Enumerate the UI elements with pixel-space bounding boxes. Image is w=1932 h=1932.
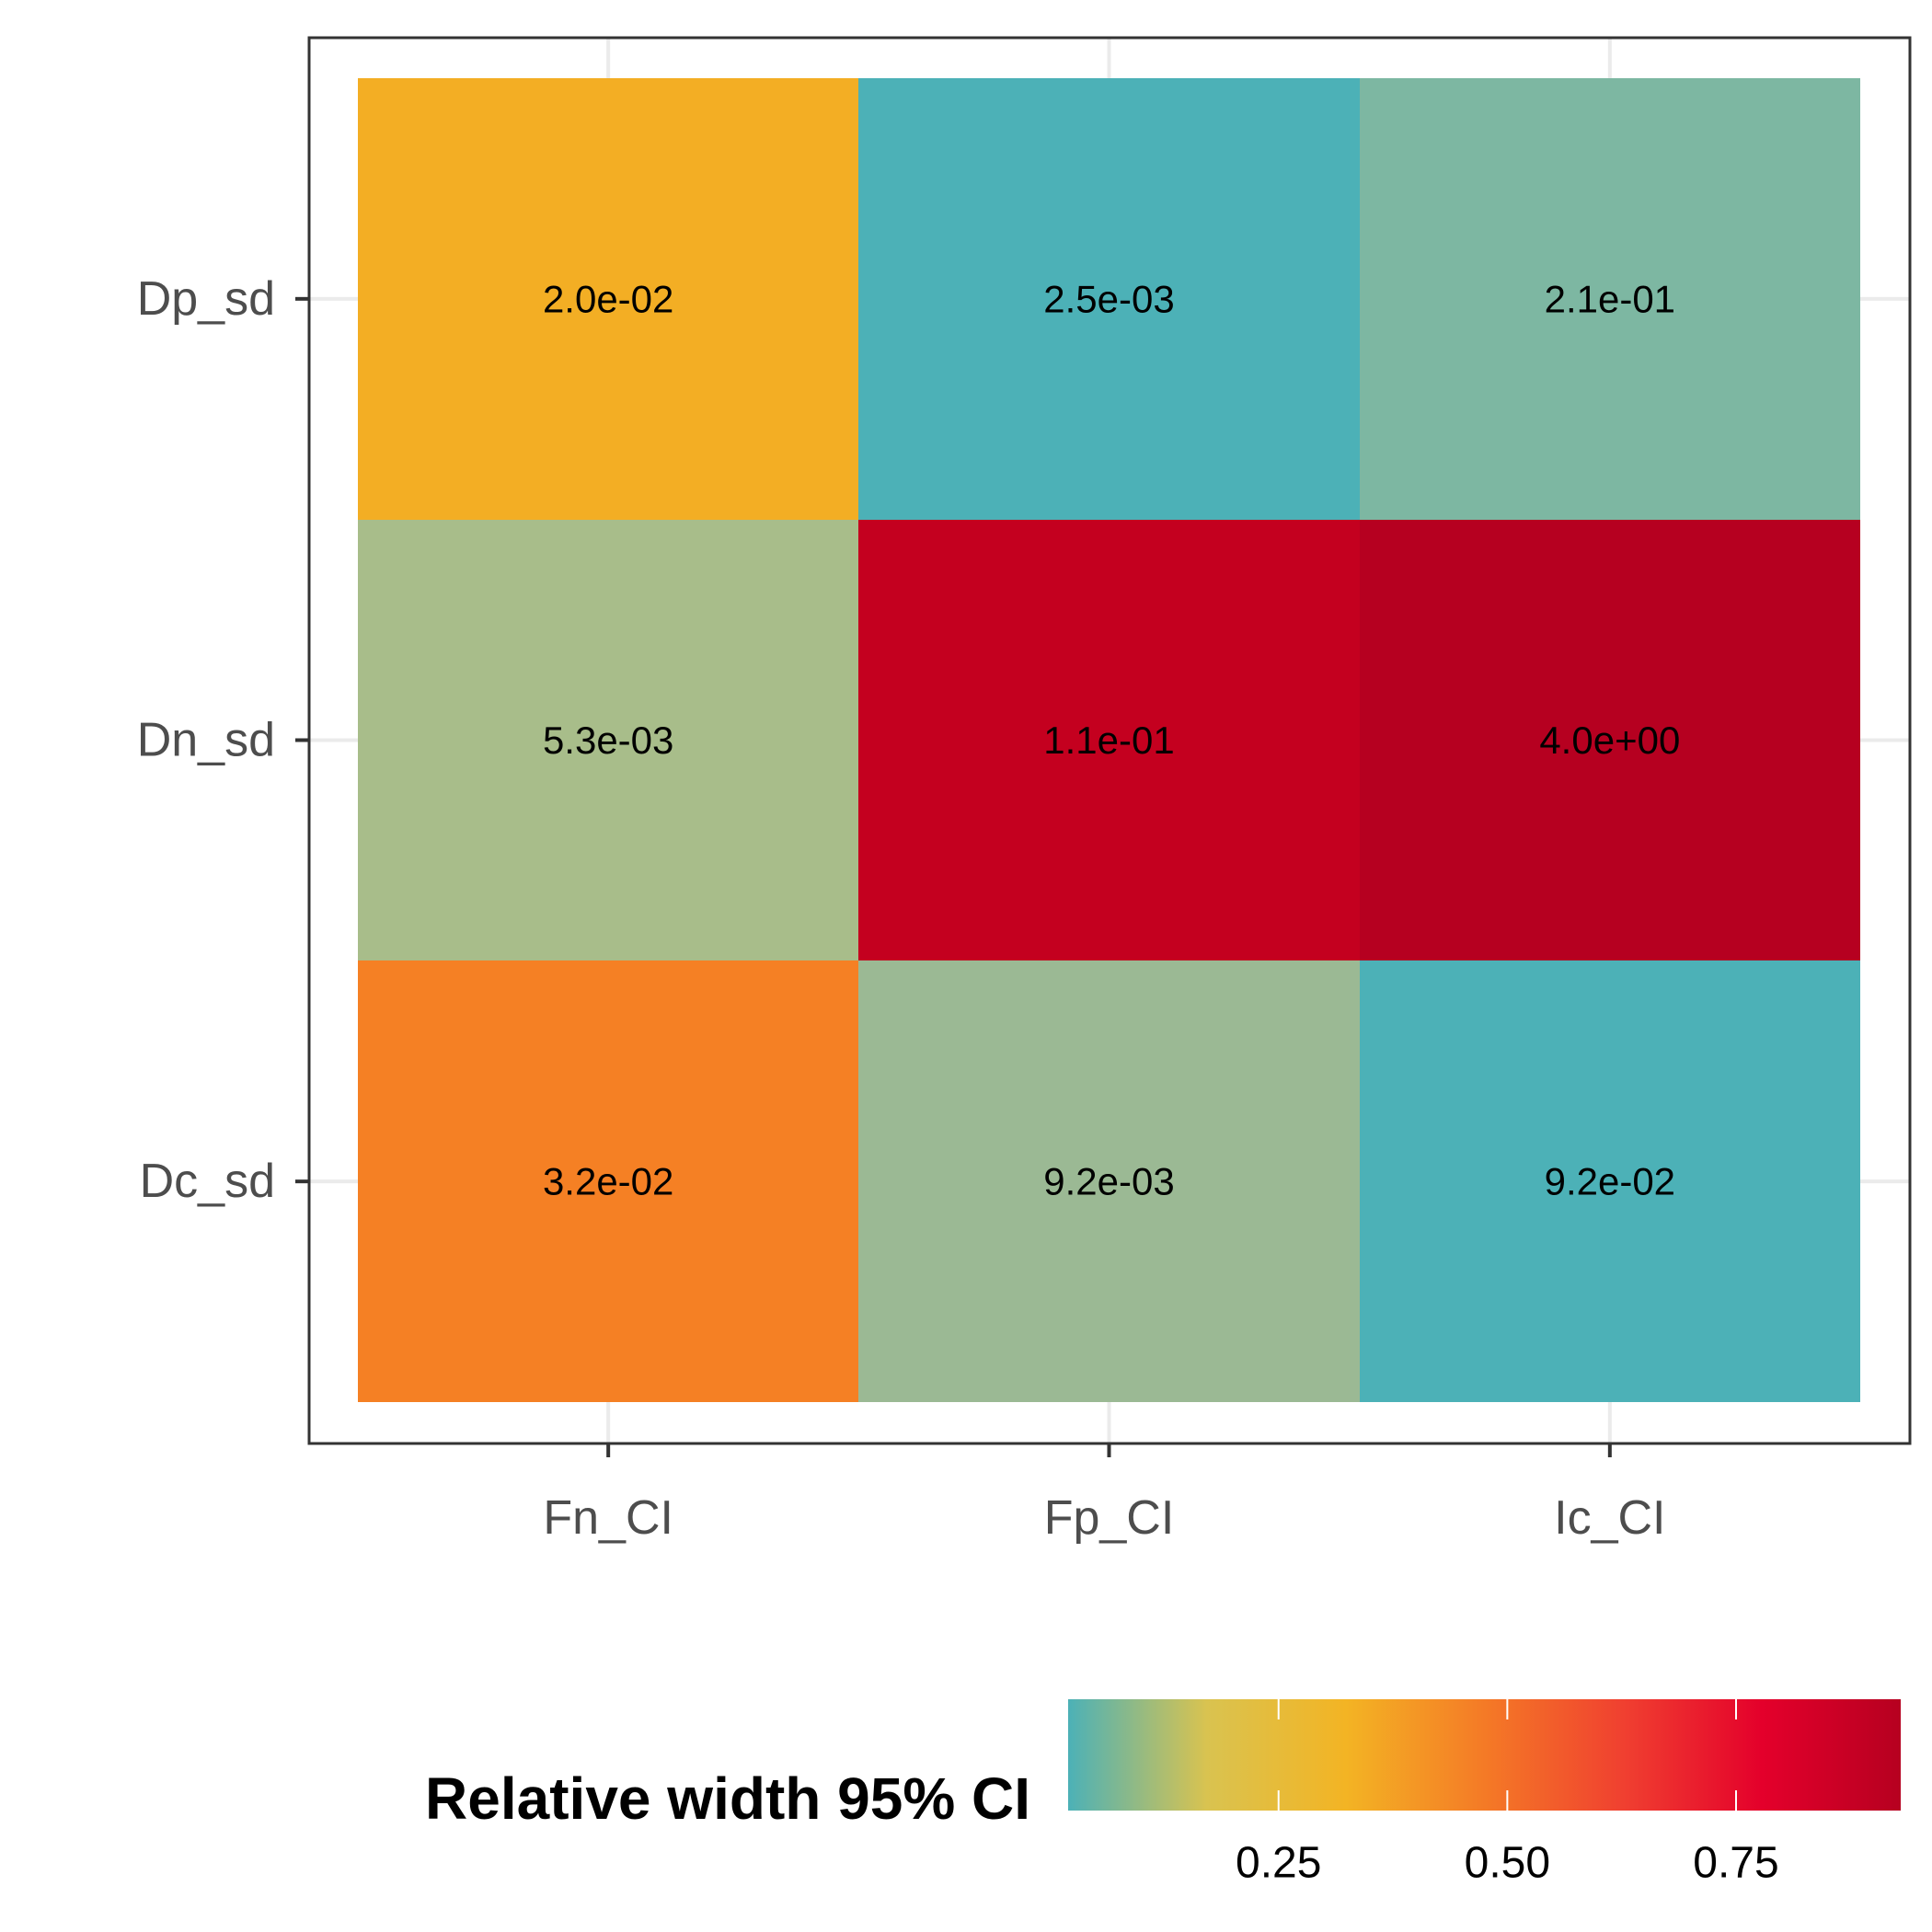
x-tick-label-fp-ci: Fp_CI: [1044, 1491, 1175, 1545]
legend-colorbar: [1068, 1699, 1901, 1811]
cell-label-dc-sd-fn-ci: 3.2e-02: [543, 1160, 673, 1203]
x-axis: Fn_CI Fp_CI Ic_CI: [543, 1443, 1666, 1545]
cell-label-dc-sd-fp-ci: 9.2e-03: [1043, 1160, 1174, 1203]
heatmap-cells: [358, 78, 1860, 1402]
cell-label-dn-sd-fp-ci: 1.1e-01: [1043, 719, 1174, 762]
legend-ticks: 0.25 0.50 0.75: [1236, 1699, 1779, 1888]
legend-tick-label-0-75: 0.75: [1693, 1839, 1778, 1888]
heatmap-cell-dc-sd-fp-ci: [858, 960, 1360, 1402]
legend-tick-label-0-50: 0.50: [1465, 1839, 1550, 1888]
cell-label-dn-sd-fn-ci: 5.3e-03: [543, 719, 673, 762]
heatmap-cell-dp-sd-fp-ci: [858, 78, 1360, 520]
cell-labels: 2.0e-02 2.5e-03 2.1e-01 5.3e-03 1.1e-01 4.0e+…: [543, 277, 1680, 1202]
heatmap-cell-dc-sd-fn-ci: [358, 960, 858, 1402]
y-tick-label-dc-sd: Dc_sd: [140, 1155, 275, 1208]
y-tick-label-dp-sd: Dp_sd: [137, 272, 275, 326]
legend-title: Relative width 95% CI: [425, 1765, 1030, 1832]
heatmap-cell-dp-sd-fn-ci: [358, 78, 858, 520]
cell-label-dp-sd-fn-ci: 2.0e-02: [543, 277, 673, 320]
cell-label-dc-sd-ic-ci: 9.2e-02: [1545, 1160, 1675, 1203]
y-axis: Dp_sd Dn_sd Dc_sd: [137, 272, 309, 1208]
x-tick-label-ic-ci: Ic_CI: [1554, 1491, 1665, 1545]
y-tick-label-dn-sd: Dn_sd: [137, 714, 275, 767]
heatmap-cell-dp-sd-ic-ci: [1360, 78, 1860, 520]
heatmap-cell-dc-sd-ic-ci: [1360, 960, 1860, 1402]
legend-tick-label-0-25: 0.25: [1236, 1839, 1321, 1888]
cell-label-dp-sd-ic-ci: 2.1e-01: [1545, 277, 1675, 320]
cell-label-dp-sd-fp-ci: 2.5e-03: [1043, 277, 1174, 320]
heatmap-cell-dn-sd-ic-ci: [1360, 520, 1860, 960]
x-tick-label-fn-ci: Fn_CI: [543, 1491, 673, 1545]
cell-label-dn-sd-ic-ci: 4.0e+00: [1539, 719, 1680, 762]
heatmap-cell-dn-sd-fn-ci: [358, 520, 858, 960]
color-legend: Relative width 95% CI 0.25 0.50 0.75: [425, 1699, 1901, 1888]
heatmap-cell-dn-sd-fp-ci: [858, 520, 1360, 960]
